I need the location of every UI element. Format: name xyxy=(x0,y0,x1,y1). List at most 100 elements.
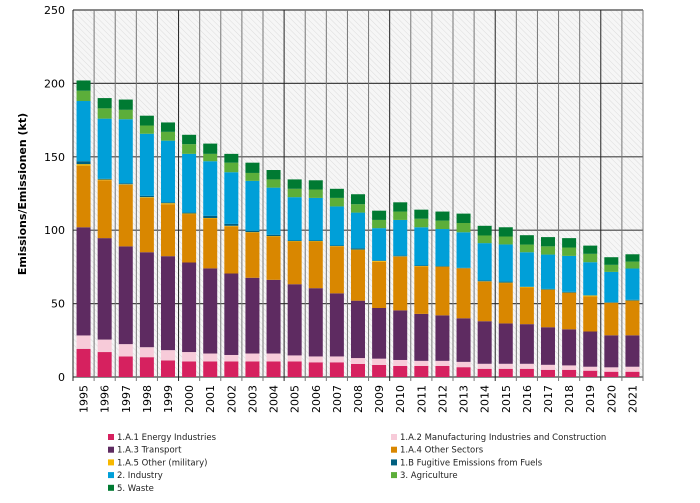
bar-segment xyxy=(97,339,112,353)
bar-segment xyxy=(287,179,302,189)
bar-segment xyxy=(97,98,112,109)
bar-segment xyxy=(224,172,239,224)
legend-swatch xyxy=(108,472,114,479)
bar-segment xyxy=(329,246,344,294)
bar-segment xyxy=(372,210,387,220)
bar-segment xyxy=(76,161,91,165)
bar-stack-1995 xyxy=(76,80,91,377)
bar-segment xyxy=(118,99,133,110)
x-tick-label: 2001 xyxy=(204,385,217,413)
bar-segment xyxy=(161,202,175,204)
bar-segment xyxy=(604,257,619,265)
bar-segment xyxy=(435,365,450,377)
bar-segment xyxy=(351,358,365,364)
bar-segment xyxy=(97,108,112,119)
bar-segment xyxy=(583,331,598,367)
bar-segment xyxy=(519,286,534,288)
bar-segment xyxy=(139,197,154,253)
x-tick-label: 2007 xyxy=(331,385,344,413)
bar-segment xyxy=(203,218,218,269)
bar-segment xyxy=(393,219,408,256)
bar-segment xyxy=(76,101,91,162)
bar-stack-2010 xyxy=(393,202,408,377)
bar-segment xyxy=(287,197,302,241)
legend-label: 3. Agriculture xyxy=(400,471,458,481)
bar-stack-2001 xyxy=(203,143,218,377)
bar-segment xyxy=(541,364,555,370)
bar-segment xyxy=(266,236,281,280)
bar-segment xyxy=(625,299,640,301)
bar-segment xyxy=(625,268,640,300)
bar-stack-2019 xyxy=(583,245,598,377)
bar-segment xyxy=(414,313,429,361)
bar-segment xyxy=(287,355,302,362)
bar-segment xyxy=(456,361,471,368)
bar-segment xyxy=(393,256,408,311)
bar-segment xyxy=(519,363,534,369)
bar-segment xyxy=(308,189,323,198)
bar-segment xyxy=(393,255,408,257)
bar-segment xyxy=(498,244,513,282)
bar-segment xyxy=(541,289,555,328)
bar-segment xyxy=(477,243,492,281)
bar-segment xyxy=(203,153,218,162)
bar-segment xyxy=(266,279,281,354)
bar-segment xyxy=(604,367,619,372)
bar-segment xyxy=(351,212,365,249)
bar-segment xyxy=(287,188,302,198)
x-tick-label: 1997 xyxy=(120,385,133,413)
bar-segment xyxy=(329,356,344,363)
bar-segment xyxy=(139,197,154,198)
bar-segment xyxy=(477,321,492,364)
bar-segment xyxy=(76,164,91,166)
bar-segment xyxy=(308,180,323,190)
bar-segment xyxy=(477,225,492,236)
bar-stack-2015 xyxy=(498,227,513,377)
x-tick-label: 2005 xyxy=(289,385,302,413)
bar-segment xyxy=(287,240,302,242)
bar-segment xyxy=(541,288,555,290)
bar-segment xyxy=(351,300,365,359)
bar-segment xyxy=(372,261,387,309)
bar-segment xyxy=(139,125,154,134)
bar-segment xyxy=(308,362,323,377)
bar-segment xyxy=(139,252,154,348)
y-tick-label: 100 xyxy=(44,224,65,237)
bar-segment xyxy=(182,134,197,145)
x-tick-label: 2003 xyxy=(246,385,259,413)
bar-segment xyxy=(477,368,492,377)
bar-segment xyxy=(562,329,577,366)
bar-segment xyxy=(245,232,260,278)
bar-stack-2014 xyxy=(477,225,492,377)
x-tick-label: 2015 xyxy=(500,385,513,413)
bar-segment xyxy=(625,335,640,367)
bar-segment xyxy=(245,361,260,377)
bar-segment xyxy=(182,361,197,377)
bar-segment xyxy=(519,324,534,364)
legend-item: 5. Waste xyxy=(108,484,154,494)
bar-segment xyxy=(456,367,471,377)
bar-segment xyxy=(393,365,408,377)
bar-segment xyxy=(203,353,218,362)
bar-segment xyxy=(498,281,513,283)
bar-stack-1997 xyxy=(118,99,133,377)
legend-item: 1.B Fugitive Emissions from Fuels xyxy=(391,458,543,468)
legend-swatch xyxy=(108,434,114,440)
bar-segment xyxy=(139,357,154,377)
bar-segment xyxy=(456,268,471,319)
bar-stack-2005 xyxy=(287,179,302,377)
bar-segment xyxy=(161,122,175,132)
bar-segment xyxy=(224,153,239,163)
bar-segment xyxy=(372,228,387,261)
bar-segment xyxy=(266,361,281,377)
bar-segment xyxy=(562,369,577,377)
bar-segment xyxy=(498,363,513,369)
bar-segment xyxy=(245,172,260,181)
x-tick-label: 1995 xyxy=(78,385,91,413)
bar-stack-2006 xyxy=(308,180,323,377)
bar-segment xyxy=(604,264,619,272)
bar-segment xyxy=(308,241,323,289)
x-tick-label: 2013 xyxy=(458,385,471,413)
bar-segment xyxy=(203,143,218,154)
bar-segment xyxy=(224,226,239,274)
